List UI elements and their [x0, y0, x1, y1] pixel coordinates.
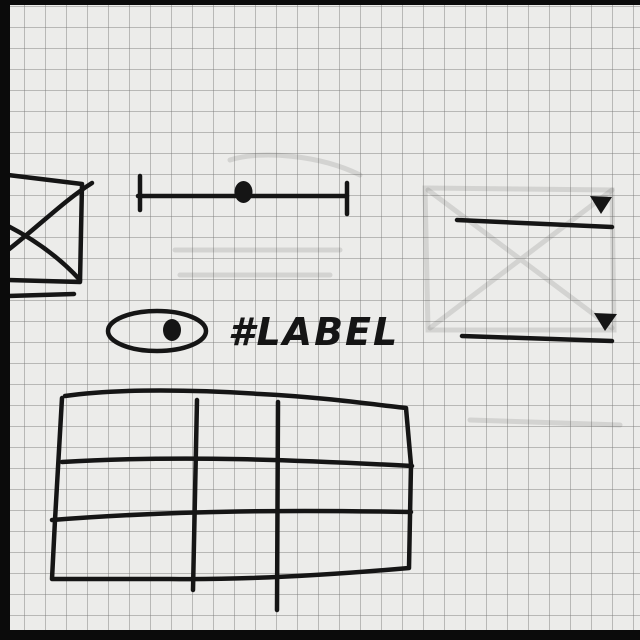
slider-thumb[interactable]: [234, 181, 253, 203]
photo-edge-bottom: [0, 630, 640, 640]
label-text: #LABEL: [228, 310, 399, 354]
table-column-divider: [190, 397, 200, 593]
photo-edge-left: [0, 0, 10, 640]
table-row-divider: [49, 508, 414, 523]
slider[interactable]: [135, 173, 350, 217]
dropdown-underline: [454, 217, 615, 230]
radio-outline: [105, 308, 209, 354]
radio-selected-dot: [163, 319, 181, 341]
triangle-down-icon[interactable]: [590, 196, 612, 214]
bleed-through-marks: [172, 152, 623, 428]
dropdown-1[interactable]: [454, 196, 615, 230]
image-caption-line: [5, 291, 77, 299]
image-placeholder: [5, 172, 95, 299]
photo-edge-top: [0, 0, 640, 5]
dropdown-2[interactable]: [459, 313, 617, 344]
data-table: [49, 388, 415, 613]
triangle-down-icon[interactable]: [594, 313, 617, 331]
table-column-divider: [274, 399, 281, 613]
radio-button[interactable]: [105, 308, 209, 354]
dropdown-underline: [459, 333, 615, 344]
table-row-divider: [59, 456, 415, 469]
